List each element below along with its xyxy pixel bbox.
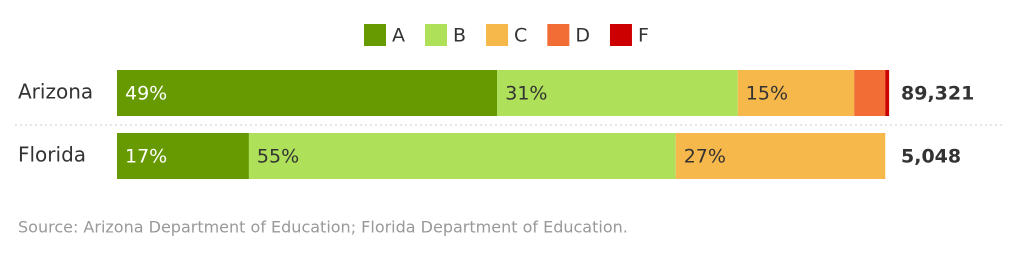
value-label: 55% [257,146,299,168]
bar-segment [117,70,498,116]
legend-label: A [392,25,405,47]
bar-segment [885,70,890,116]
legend-label: C [514,25,527,47]
legend-label: B [453,25,466,47]
row-total: 89,321 [901,83,974,105]
category-label: Arizona [18,80,93,104]
value-label: 15% [746,83,788,105]
bar-segment [675,133,886,179]
value-label: 27% [684,146,726,168]
legend-swatch [364,24,386,46]
legend-swatch [609,24,632,46]
legend-swatch [486,24,509,46]
row-total: 5,048 [901,146,961,168]
value-label: 17% [125,146,167,168]
bar-segment [854,70,886,116]
value-label: 49% [125,83,167,105]
value-label: 31% [505,83,547,105]
category-label: Florida [18,143,86,167]
legend-swatch [547,24,570,46]
bar-segment [248,133,676,179]
source-note: Source: Arizona Department of Education;… [18,218,628,237]
bar-segment [737,70,855,116]
legend-label: F [638,25,649,47]
legend-swatch [425,24,447,46]
bar-segment [497,70,738,116]
bar-segment [117,133,249,179]
legend-label: D [575,25,590,47]
